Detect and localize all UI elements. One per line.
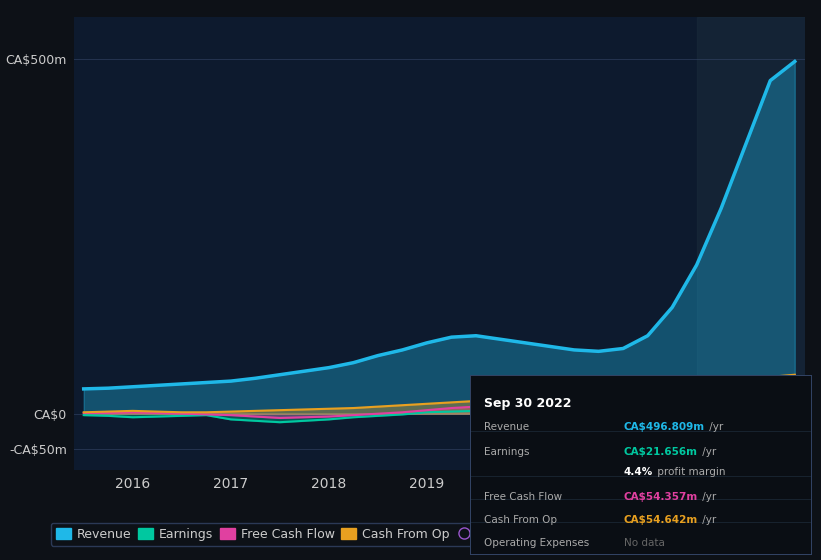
Text: Sep 30 2022: Sep 30 2022 <box>484 396 571 410</box>
Text: Free Cash Flow: Free Cash Flow <box>484 492 562 502</box>
Legend: Revenue, Earnings, Free Cash Flow, Cash From Op, Operating Expenses: Revenue, Earnings, Free Cash Flow, Cash … <box>51 523 608 546</box>
Text: Earnings: Earnings <box>484 447 530 457</box>
Text: profit margin: profit margin <box>654 466 725 477</box>
Text: Cash From Op: Cash From Op <box>484 515 557 525</box>
Bar <box>697 17 810 470</box>
Text: CA$54.357m: CA$54.357m <box>624 492 698 502</box>
Text: 4.4%: 4.4% <box>624 466 653 477</box>
Text: CA$21.656m: CA$21.656m <box>624 447 698 457</box>
Text: CA$54.642m: CA$54.642m <box>624 515 698 525</box>
Text: Operating Expenses: Operating Expenses <box>484 538 589 548</box>
Text: /yr: /yr <box>706 422 723 432</box>
Text: No data: No data <box>624 538 665 548</box>
Text: CA$496.809m: CA$496.809m <box>624 422 705 432</box>
Text: /yr: /yr <box>699 447 716 457</box>
Text: Revenue: Revenue <box>484 422 530 432</box>
Text: /yr: /yr <box>699 515 716 525</box>
Text: /yr: /yr <box>699 492 716 502</box>
